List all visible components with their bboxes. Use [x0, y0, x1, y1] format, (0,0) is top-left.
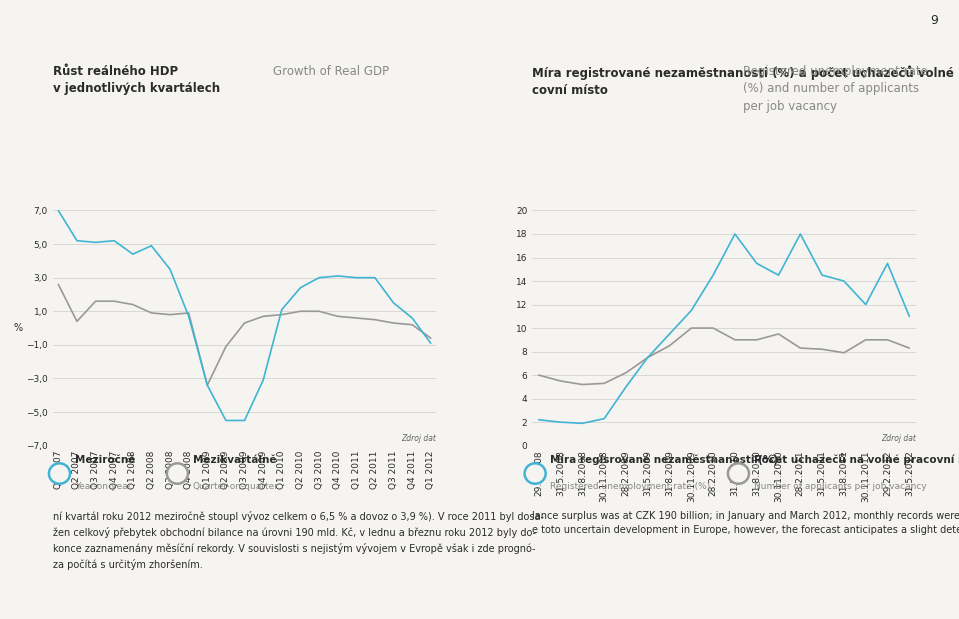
Text: Registered unemployment rate (%): Registered unemployment rate (%): [550, 482, 711, 491]
Y-axis label: %: %: [13, 323, 22, 333]
Text: Míra regisrované nezaměstnanosti (%): Míra regisrované nezaměstnanosti (%): [550, 455, 779, 465]
Text: Year-on-year: Year-on-year: [75, 482, 131, 491]
Text: Registered unemployment rate
(%) and number of applicants
per job vacancy: Registered unemployment rate (%) and num…: [743, 65, 928, 113]
Text: Growth of Real GDP: Growth of Real GDP: [273, 65, 389, 78]
Text: lance surplus was at CZK 190 billion; in January and March 2012, monthly records: lance surplus was at CZK 190 billion; in…: [532, 511, 959, 535]
Text: Míra registrované nezaměstnanosti (%) a počet uchazečů volné pra-
covní místo: Míra registrované nezaměstnanosti (%) a …: [532, 65, 959, 97]
Text: Zdroj dat: Zdroj dat: [881, 435, 916, 443]
Text: Mezikvartálně: Mezikvartálně: [193, 456, 276, 465]
Text: Zdroj dat: Zdroj dat: [402, 435, 436, 443]
Text: ní kvartál roku 2012 meziročně stoupl vývoz celkem o 6,5 % a dovoz o 3,9 %). V r: ní kvartál roku 2012 meziročně stoupl vý…: [53, 511, 544, 569]
Text: Počet uchazečů na volné pracovní místo: Počet uchazečů na volné pracovní místo: [754, 453, 959, 465]
Text: Quarter-on-quarter: Quarter-on-quarter: [193, 482, 279, 491]
Text: Number of applicants per job vacancy: Number of applicants per job vacancy: [754, 482, 926, 491]
Text: 9: 9: [930, 14, 938, 27]
Text: Meziročně: Meziročně: [75, 456, 135, 465]
Text: Růst reálného HDP
v jednotlivých kvartálech: Růst reálného HDP v jednotlivých kvartál…: [53, 65, 220, 95]
